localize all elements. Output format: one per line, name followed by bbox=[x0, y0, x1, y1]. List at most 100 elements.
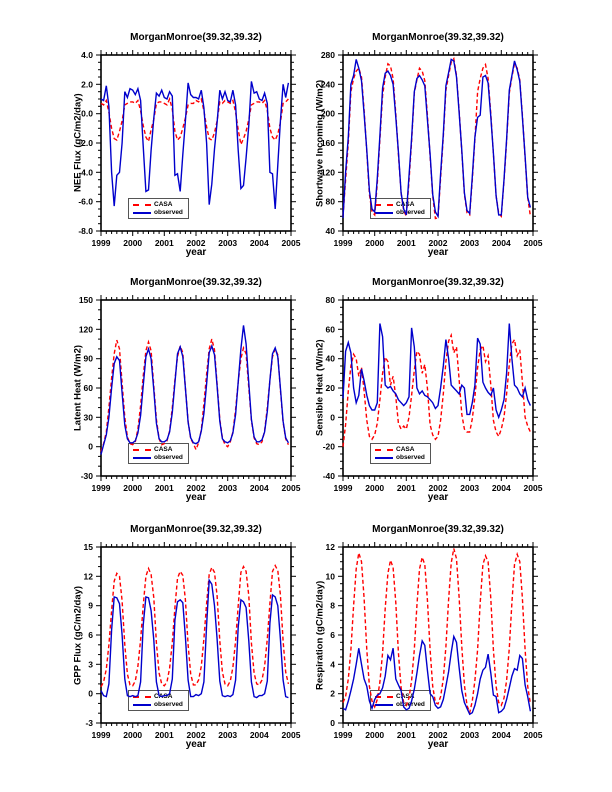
x-tick-label: 2001 bbox=[397, 238, 416, 248]
y-tick-label: 12 bbox=[326, 542, 336, 552]
x-tick-label: 2004 bbox=[492, 238, 511, 248]
x-axis-label: year bbox=[185, 739, 207, 750]
legend: CASA observed bbox=[128, 443, 189, 464]
y-tick-label: 80 bbox=[326, 197, 336, 207]
CASA-line bbox=[100, 564, 290, 688]
y-tick-label: -3 bbox=[85, 718, 93, 728]
x-axis-label: year bbox=[427, 492, 449, 503]
casa-line-sample bbox=[133, 695, 151, 698]
observed-line-sample bbox=[133, 456, 151, 459]
y-tick-label: -40 bbox=[323, 471, 336, 481]
y-tick-label: 280 bbox=[321, 50, 335, 60]
CASA-line bbox=[342, 548, 532, 716]
plot-area-svg: 1999 2000 2001 2002 2003 2004 2005 0 2 4 6 8 10 12 bbox=[326, 542, 543, 740]
y-axis-label: Latent Heat (W/m2) bbox=[72, 344, 84, 432]
legend-label: CASA bbox=[154, 446, 173, 453]
y-tick-label: 40 bbox=[326, 226, 336, 236]
x-tick-label: 2005 bbox=[282, 238, 301, 248]
observed-line bbox=[342, 58, 532, 219]
x-tick-label: 2005 bbox=[524, 483, 543, 493]
legend-label: observed bbox=[154, 209, 183, 216]
legend: CASA observed bbox=[370, 443, 431, 464]
y-tick-label: 200 bbox=[321, 109, 335, 119]
y-tick-label: 6 bbox=[330, 630, 335, 640]
legend-label: observed bbox=[154, 701, 183, 708]
observed-line-sample bbox=[375, 211, 393, 214]
CASA-line bbox=[342, 56, 532, 220]
CASA-line bbox=[100, 96, 289, 147]
legend-label: CASA bbox=[154, 201, 173, 208]
plot-frame bbox=[100, 546, 292, 724]
x-tick-label: 2002 bbox=[187, 730, 206, 740]
legend-item-casa: CASA bbox=[133, 201, 183, 208]
x-tick-label: 2005 bbox=[282, 730, 301, 740]
x-tick-label: 2000 bbox=[365, 730, 384, 740]
x-tick-label: 2003 bbox=[218, 730, 237, 740]
y-tick-label: 0 bbox=[88, 689, 93, 699]
chart-respiration: MorganMonroe(39.32,39.32) Respiration (g… bbox=[287, 520, 543, 760]
y-tick-label: 40 bbox=[326, 354, 336, 364]
legend-label: observed bbox=[396, 209, 425, 216]
plot-frame bbox=[100, 299, 292, 477]
legend-item-observed: observed bbox=[375, 454, 425, 461]
y-tick-label: 9 bbox=[88, 601, 93, 611]
y-axis-label: Sensible Heat (W/m2) bbox=[314, 339, 326, 437]
x-tick-label: 2002 bbox=[187, 238, 206, 248]
observed-line bbox=[342, 323, 532, 420]
y-tick-label: 80 bbox=[326, 295, 336, 305]
x-tick-label: 2000 bbox=[123, 483, 142, 493]
chart-title: MorganMonroe(39.32,39.32) bbox=[372, 32, 504, 43]
chart-title: MorganMonroe(39.32,39.32) bbox=[130, 277, 262, 288]
legend-item-casa: CASA bbox=[375, 446, 425, 453]
x-tick-label: 2001 bbox=[155, 483, 174, 493]
x-tick-label: 2004 bbox=[250, 238, 269, 248]
y-tick-label: 150 bbox=[79, 295, 93, 305]
x-tick-label: 2003 bbox=[218, 238, 237, 248]
y-tick-label: 3 bbox=[88, 659, 93, 669]
y-tick-label: 30 bbox=[84, 412, 94, 422]
legend-item-casa: CASA bbox=[133, 446, 183, 453]
x-tick-label: 2004 bbox=[250, 730, 269, 740]
y-tick-label: 8 bbox=[330, 601, 335, 611]
casa-line-sample bbox=[375, 448, 393, 451]
plot-area-svg: 1999 2000 2001 2002 2003 2004 2005 -3 0 3 6 9 12 15 bbox=[84, 542, 301, 740]
x-tick-label: 2005 bbox=[282, 483, 301, 493]
chart-shortwave-incoming: MorganMonroe(39.32,39.32) Shortwave Inco… bbox=[287, 28, 543, 268]
chart-title: MorganMonroe(39.32,39.32) bbox=[130, 32, 262, 43]
legend-item-observed: observed bbox=[375, 209, 425, 216]
y-tick-label: 0 bbox=[88, 442, 93, 452]
observed-line-sample bbox=[375, 456, 393, 459]
x-tick-label: 1999 bbox=[92, 238, 111, 248]
y-tick-label: 15 bbox=[84, 542, 94, 552]
observed-line-sample bbox=[133, 703, 151, 706]
x-tick-label: 2004 bbox=[250, 483, 269, 493]
x-tick-label: 1999 bbox=[334, 238, 353, 248]
x-tick-label: 2005 bbox=[524, 238, 543, 248]
x-tick-label: 2005 bbox=[524, 730, 543, 740]
casa-line-sample bbox=[375, 695, 393, 698]
casa-line-sample bbox=[133, 203, 151, 206]
x-axis-label: year bbox=[185, 247, 207, 258]
y-tick-label: -6.0 bbox=[78, 197, 93, 207]
y-tick-label: 2.0 bbox=[81, 79, 93, 89]
x-axis-label: year bbox=[427, 247, 449, 258]
y-axis-label: GPP Flux (gC/m2/day) bbox=[72, 585, 84, 685]
y-tick-label: 120 bbox=[321, 167, 335, 177]
legend-item-observed: observed bbox=[133, 701, 183, 708]
y-tick-label: 60 bbox=[326, 324, 336, 334]
y-tick-label: 0.0 bbox=[81, 109, 93, 119]
observed-line-sample bbox=[133, 211, 151, 214]
x-tick-label: 2001 bbox=[397, 730, 416, 740]
observed-line bbox=[100, 81, 290, 210]
plot-area-svg: 1999 2000 2001 2002 2003 2004 2005 -30 0 30 60 90 12… bbox=[79, 295, 301, 493]
y-tick-label: -30 bbox=[81, 471, 94, 481]
x-tick-label: 1999 bbox=[334, 483, 353, 493]
legend-item-observed: observed bbox=[133, 454, 183, 461]
x-tick-label: 2002 bbox=[429, 238, 448, 248]
x-tick-label: 1999 bbox=[92, 483, 111, 493]
x-tick-label: 2004 bbox=[492, 730, 511, 740]
legend-label: CASA bbox=[396, 693, 415, 700]
legend-item-observed: observed bbox=[133, 209, 183, 216]
y-tick-label: -20 bbox=[323, 442, 336, 452]
x-tick-label: 2003 bbox=[460, 238, 479, 248]
